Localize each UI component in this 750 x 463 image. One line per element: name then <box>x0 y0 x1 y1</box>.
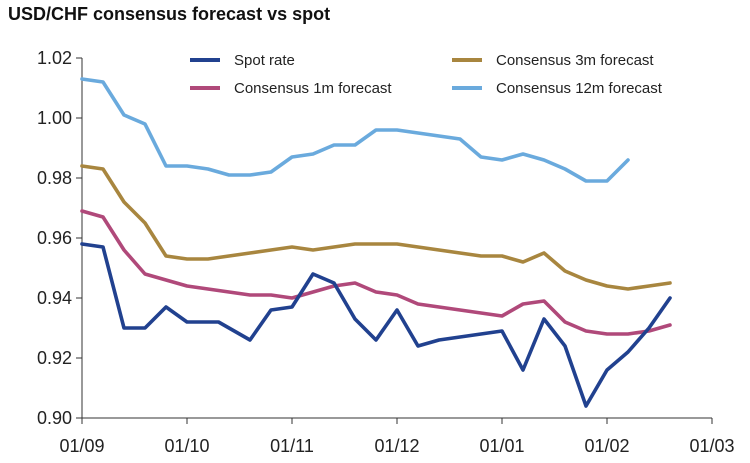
series-line-consensus-3m-forecast <box>80 164 672 291</box>
x-tick-label: 01/02 <box>584 436 629 456</box>
y-tick-label: 1.00 <box>37 108 72 128</box>
x-tick-label: 01/09 <box>59 436 104 456</box>
x-tick-label: 01/10 <box>164 436 209 456</box>
x-tick-label: 01/01 <box>479 436 524 456</box>
x-tick-label: 01/12 <box>374 436 419 456</box>
y-tick-label: 0.94 <box>37 288 72 308</box>
x-tick-label: 01/03 <box>689 436 734 456</box>
legend-label-consensus-3m-forecast: Consensus 3m forecast <box>496 52 654 69</box>
tick-marks: 0.90 0.92 0.94 0.96 0.98 1.00 1.02 01/09 01/10 01… <box>37 48 735 456</box>
y-tick-label: 1.02 <box>37 48 72 68</box>
series-lines <box>80 77 672 408</box>
chart-title: USD/CHF consensus forecast vs spot <box>8 4 331 24</box>
legend-label-consensus-12m-forecast: Consensus 12m forecast <box>496 80 663 97</box>
x-tick-label: 01/11 <box>270 436 314 456</box>
legend-label-spot-rate: Spot rate <box>234 52 295 69</box>
series-line-consensus-12m-forecast <box>80 77 630 183</box>
y-tick-label: 0.98 <box>37 168 72 188</box>
series-line-spot-rate <box>80 242 672 408</box>
series-line-consensus-1m-forecast <box>80 209 672 336</box>
axes <box>81 58 712 419</box>
legend-label-consensus-1m-forecast: Consensus 1m forecast <box>234 80 392 97</box>
legend: Spot rate Consensus 3m forecast Consensus … <box>190 52 663 97</box>
y-tick-label: 0.92 <box>37 348 72 368</box>
y-tick-label: 0.90 <box>37 408 72 428</box>
y-tick-label: 0.96 <box>37 228 72 248</box>
